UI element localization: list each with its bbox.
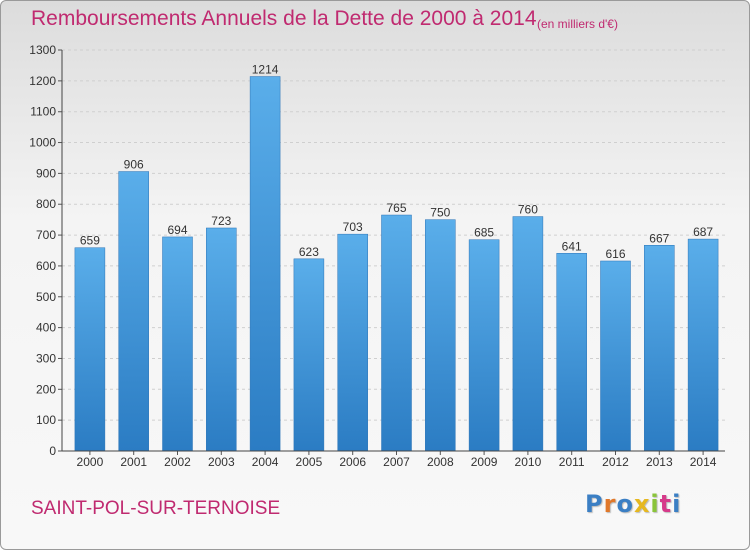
bar-value-label: 694 [167, 223, 187, 237]
bar-value-label: 760 [518, 203, 538, 217]
y-tick-label: 200 [36, 382, 56, 396]
bar [687, 238, 719, 452]
x-tick-label: 2005 [296, 455, 323, 469]
bar [600, 260, 631, 452]
x-tick-label: 2002 [164, 455, 191, 469]
bar-value-label: 750 [430, 206, 450, 220]
x-tick-label: 2013 [646, 455, 673, 469]
proxiti-logo: Proxiti [585, 490, 681, 518]
bar-value-label: 723 [211, 214, 231, 228]
logo-letter: i [650, 490, 660, 518]
logo-letter: i [672, 490, 682, 518]
logo-letter: P [585, 490, 604, 518]
bar [425, 219, 456, 452]
y-tick-label: 300 [36, 351, 56, 365]
y-tick-label: 1200 [29, 74, 56, 88]
y-tick-label: 800 [36, 197, 56, 211]
bar [206, 227, 237, 452]
x-tick-label: 2014 [690, 455, 717, 469]
y-tick-label: 700 [36, 228, 56, 242]
bar-value-label: 616 [605, 247, 625, 261]
y-tick-label: 100 [36, 413, 56, 427]
y-tick-label: 600 [36, 259, 56, 273]
logo-letter: r [603, 490, 617, 518]
x-tick-label: 2010 [515, 455, 542, 469]
commune-name: SAINT-POL-SUR-TERNOISE [31, 498, 281, 519]
bar [293, 258, 325, 452]
bar-value-label: 659 [80, 234, 100, 248]
bar [118, 171, 149, 452]
bar [249, 76, 281, 452]
bar [512, 216, 544, 452]
x-tick-label: 2000 [77, 455, 104, 469]
x-tick-label: 2007 [383, 455, 410, 469]
bar-value-label: 687 [693, 225, 713, 239]
bar [162, 236, 193, 452]
y-tick-label: 1300 [29, 43, 56, 57]
logo-letter: o [616, 490, 634, 518]
bar [644, 245, 675, 452]
bar-value-label: 667 [649, 231, 669, 245]
y-tick-label: 500 [36, 290, 56, 304]
bar-value-label: 703 [343, 220, 363, 234]
bar [556, 253, 587, 452]
x-tick-label: 2003 [208, 455, 235, 469]
bar-value-label: 641 [562, 239, 582, 253]
bar-value-label: 685 [474, 226, 494, 240]
bar-value-label: 906 [124, 158, 144, 172]
bar-value-label: 1214 [252, 63, 279, 77]
logo-letter: x [633, 490, 651, 518]
bar-value-label: 623 [299, 245, 319, 259]
chart-title: Remboursements Annuels de la Dette de 20… [31, 7, 537, 30]
x-tick-label: 2012 [602, 455, 629, 469]
x-tick-label: 2009 [471, 455, 498, 469]
y-tick-label: 900 [36, 166, 56, 180]
bar [74, 247, 106, 452]
bar [381, 214, 412, 452]
bar [468, 239, 500, 452]
bar-value-label: 765 [386, 201, 406, 215]
x-tick-label: 2004 [252, 455, 279, 469]
x-tick-label: 2011 [559, 455, 585, 469]
y-tick-label: 1000 [29, 136, 56, 150]
logo-letter: t [659, 490, 673, 518]
y-tick-label: 0 [49, 444, 56, 458]
y-tick-label: 1100 [30, 105, 56, 119]
x-tick-label: 2001 [120, 455, 147, 469]
y-tick-label: 400 [36, 321, 56, 335]
chart-subtitle: (en milliers d'€) [537, 17, 618, 31]
x-tick-label: 2008 [427, 455, 454, 469]
x-tick-label: 2006 [339, 455, 366, 469]
bar [337, 233, 368, 452]
